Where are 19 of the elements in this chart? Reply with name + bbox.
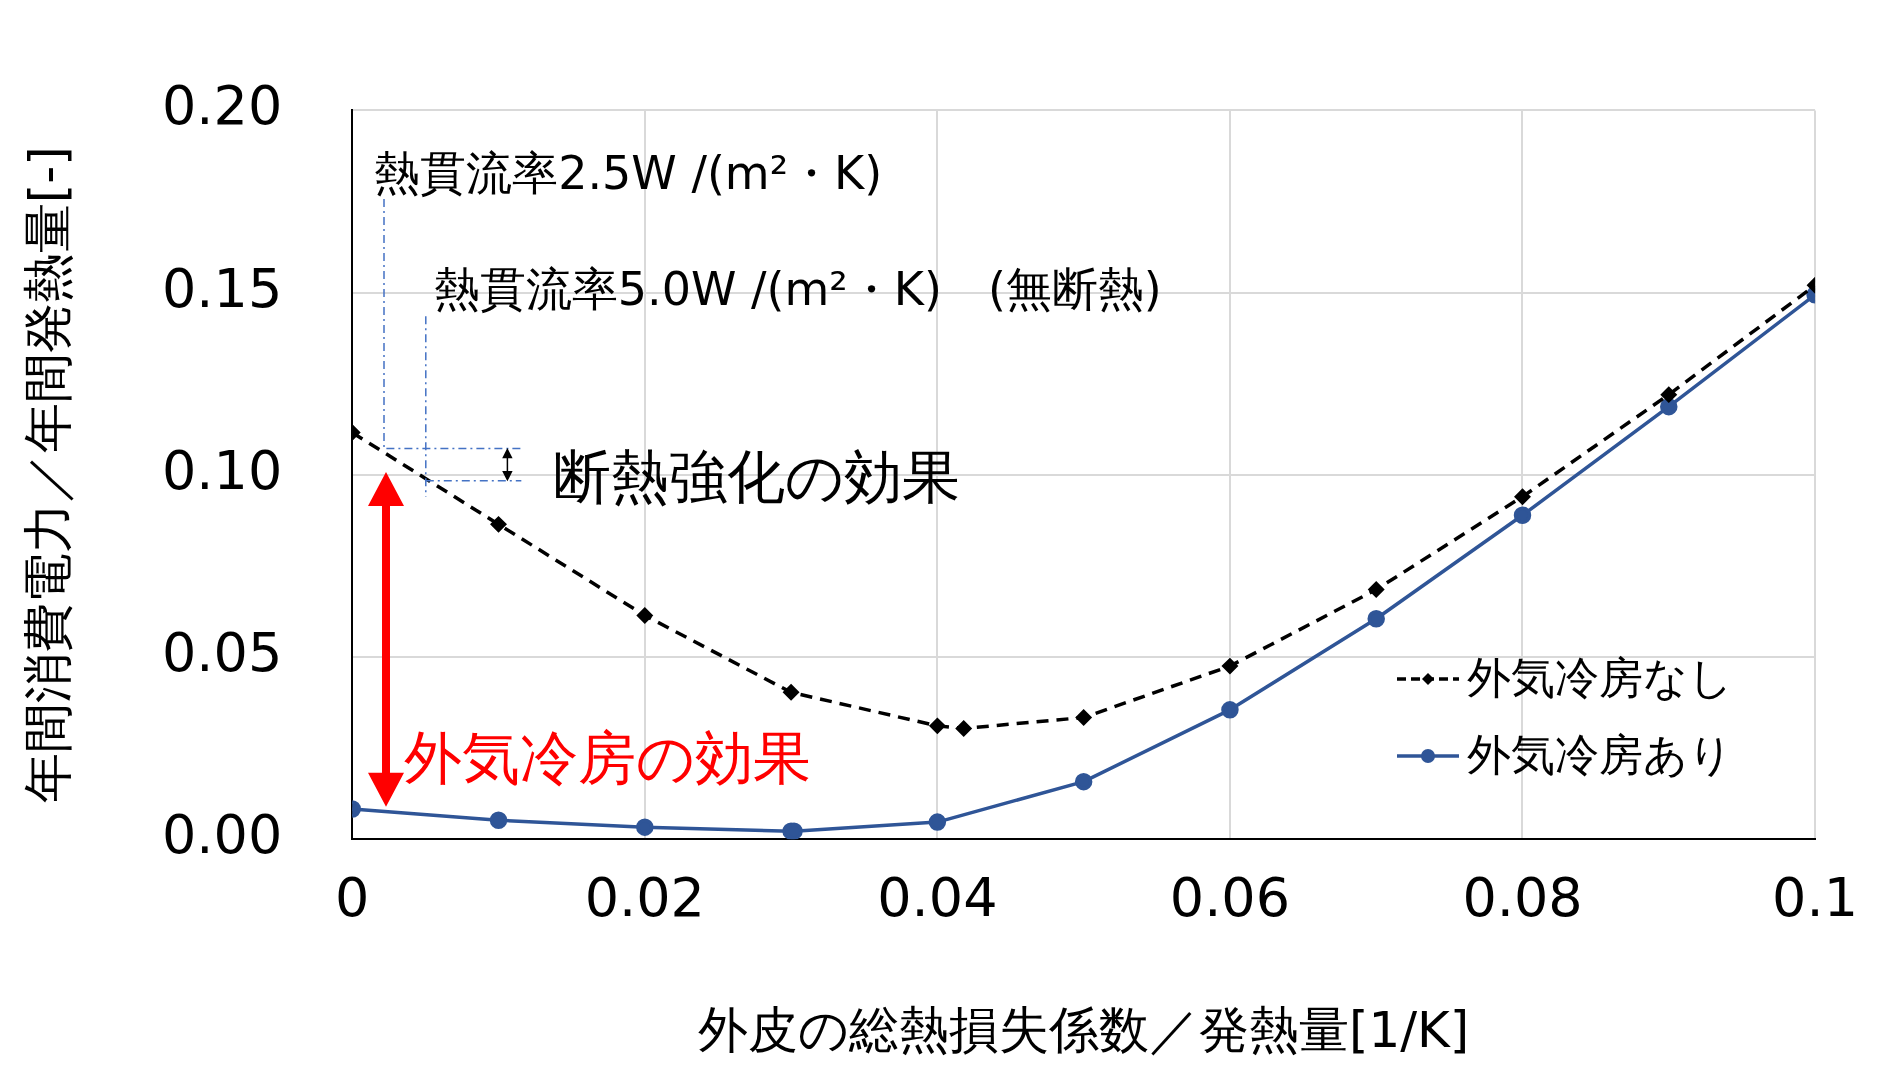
legend-label: 外気冷房あり — [1467, 728, 1734, 783]
x-tick-label: 0 — [335, 865, 370, 929]
x-tick-label: 0.04 — [877, 865, 998, 929]
annotation: 熱貫流率2.5W /(m²・K) — [374, 146, 883, 201]
x-tick-label: 0.06 — [1169, 865, 1291, 929]
annotation: 断熱強化の効果 — [552, 443, 960, 512]
annotation: 外気冷房の効果 — [403, 723, 811, 792]
y-tick-label: 0.05 — [162, 621, 283, 685]
x-tick-label: 0.02 — [584, 865, 705, 929]
y-tick-label: 0.00 — [162, 803, 283, 867]
y-tick-label: 0.20 — [162, 74, 283, 138]
x-axis-title: 外皮の総熱損失係数／発熱量[1/K] — [697, 1000, 1470, 1059]
y-axis-title: 年間消費電力／年間発熱量[-] — [18, 146, 77, 804]
y-tick-label: 0.10 — [162, 438, 283, 502]
legend-label: 外気冷房なし — [1467, 651, 1734, 706]
x-tick-label: 0.1 — [1772, 865, 1859, 929]
x-tick-label: 0.08 — [1462, 865, 1583, 929]
y-tick-label: 0.15 — [162, 256, 283, 320]
annotation: 熱貫流率5.0W /(m²・K) (無断熱) — [433, 261, 1162, 316]
